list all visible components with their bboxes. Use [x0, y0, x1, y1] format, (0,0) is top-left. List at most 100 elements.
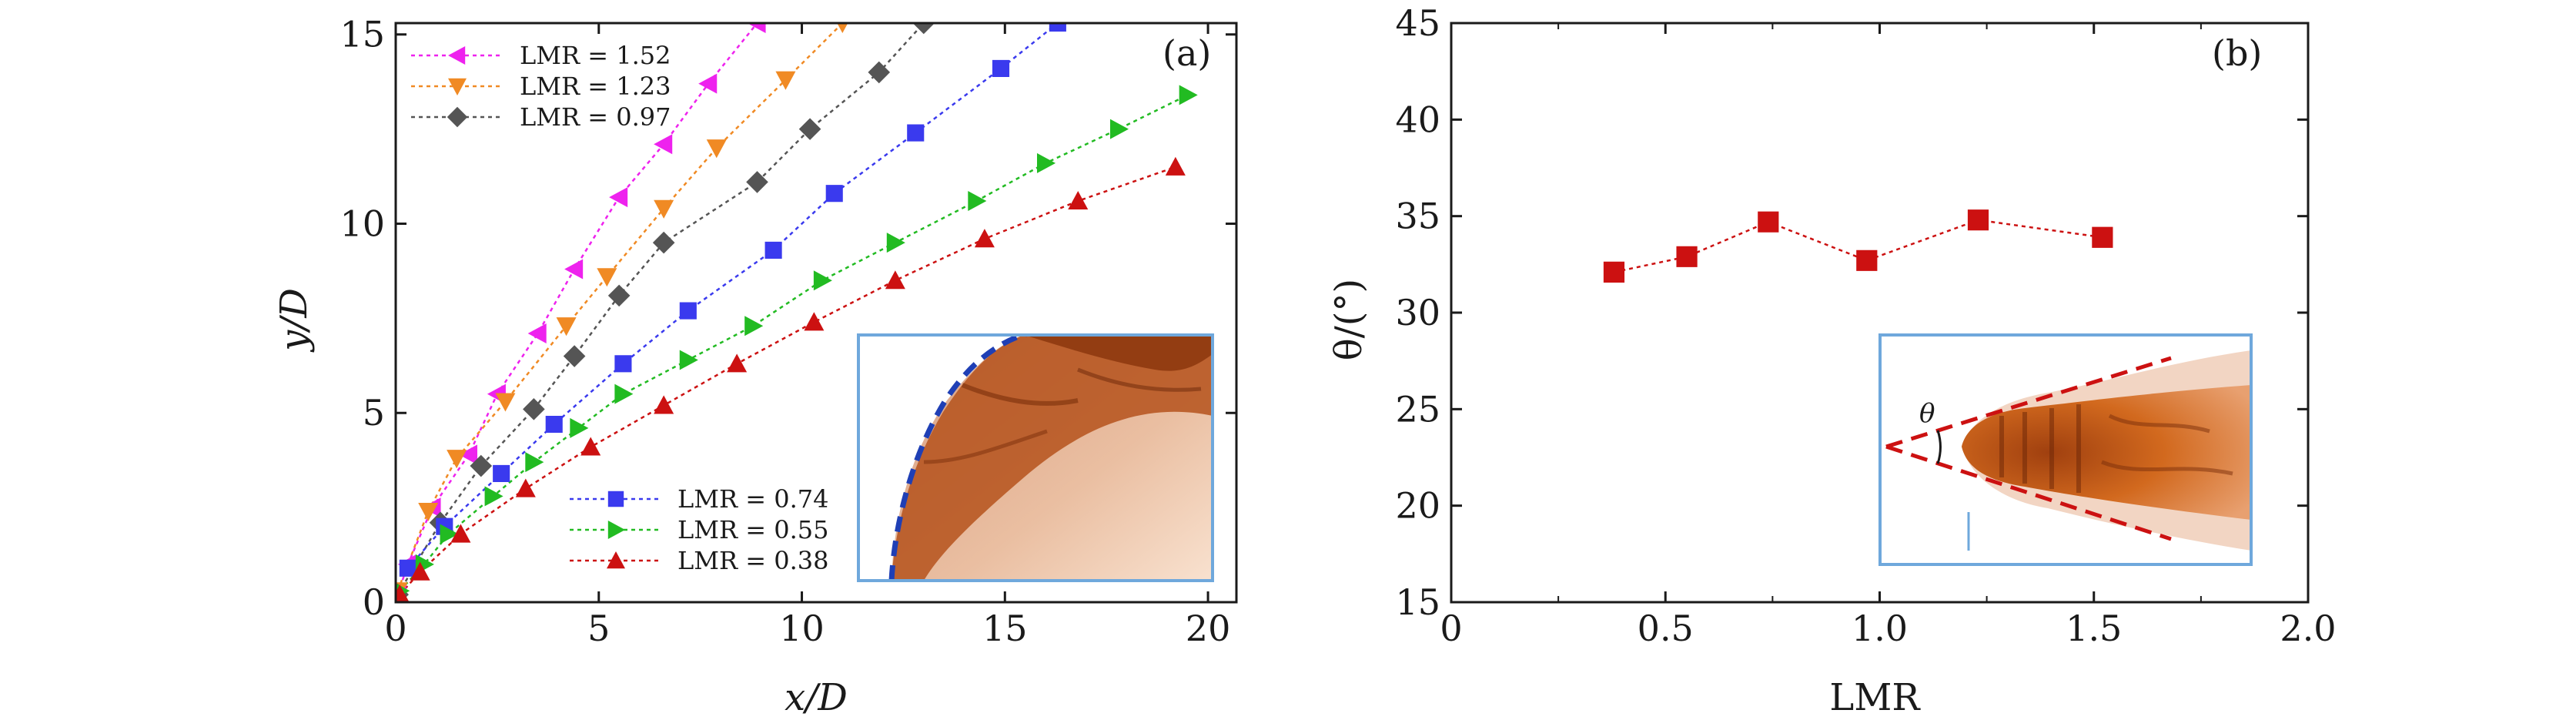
y-tick-label: 45 [1395, 2, 1440, 44]
inset-image-b: θ [1878, 333, 2253, 566]
data-point-lmr-1-23 [495, 393, 516, 412]
data-point-lmr-0-55 [886, 233, 905, 253]
data-point-lmr-1-52 [747, 23, 766, 33]
inset-image-a [857, 333, 1214, 582]
y-tick-label: 25 [1395, 388, 1440, 430]
legend-marker [607, 551, 625, 569]
data-point-lmr-0-55 [440, 524, 459, 544]
y-tick-label: 5 [363, 392, 385, 434]
data-point-lmr-1-23 [654, 199, 674, 219]
y-tick-label: 20 [1395, 485, 1440, 527]
data-point-lmr-0-74 [907, 124, 925, 142]
data-point-lmr-0-55 [1037, 152, 1056, 173]
data-point-lmr-0-74 [614, 355, 632, 373]
data-point-lmr-0-38 [804, 312, 825, 331]
x-axis-label-b: LMR [1829, 676, 1921, 719]
data-point-lmr-1-52 [609, 187, 628, 208]
x-tick-label: 2.0 [2280, 608, 2336, 649]
data-point-lmr-0-97 [798, 118, 821, 140]
data-point-lmr-0-74 [764, 241, 782, 259]
x-tick-label: 0.5 [1638, 608, 1694, 649]
legend-marker [447, 106, 468, 128]
legend-marker [607, 491, 624, 507]
data-point-lmr-0-55 [968, 191, 987, 212]
data-point-lmr-0-38 [410, 561, 430, 581]
data-point-lmr-0-38 [885, 270, 905, 290]
data-point-theta [1967, 209, 1989, 231]
x-tick-label: 1.0 [1852, 608, 1908, 649]
data-point-lmr-0-74 [545, 415, 563, 434]
data-point-lmr-0-55 [813, 270, 832, 291]
legend-label: LMR = 0.55 [677, 515, 829, 544]
data-point-lmr-0-74 [992, 59, 1010, 78]
data-point-lmr-0-38 [580, 437, 601, 456]
y-tick-label: 35 [1395, 196, 1440, 237]
data-point-lmr-0-97 [607, 284, 631, 307]
y-tick-label: 40 [1395, 99, 1440, 140]
x-tick-label: 10 [779, 608, 825, 649]
legend-entry-lmr-0-38: LMR = 0.38 [570, 546, 829, 575]
y-tick-label: 0 [363, 581, 385, 623]
legend-label: LMR = 0.97 [520, 102, 671, 132]
legend-marker [448, 78, 467, 95]
plot-frame-a [394, 22, 1238, 604]
data-point-lmr-0-38 [515, 478, 536, 497]
data-point-lmr-0-97 [652, 231, 675, 254]
data-point-theta [1676, 246, 1698, 267]
data-point-lmr-0-97 [912, 23, 935, 35]
data-point-lmr-1-23 [775, 71, 796, 90]
data-point-lmr-0-38 [450, 524, 471, 543]
data-point-lmr-0-74 [679, 302, 697, 320]
data-point-lmr-1-52 [698, 73, 718, 94]
data-point-lmr-1-52 [527, 323, 547, 344]
legend-entry-lmr-0-74: LMR = 0.74 [570, 484, 829, 514]
series-line-theta [1614, 219, 2103, 273]
data-point-lmr-1-52 [654, 134, 673, 155]
data-point-lmr-0-74 [825, 185, 843, 203]
data-point-theta [1603, 261, 1625, 283]
legend-entry-lmr-0-55: LMR = 0.55 [570, 515, 829, 544]
x-axis-label-a: x/D [785, 676, 848, 719]
y-tick-label: 15 [340, 14, 385, 55]
legend-entry-lmr-0-97: LMR = 0.97 [411, 102, 671, 132]
data-point-lmr-0-97 [470, 454, 493, 477]
y-tick-label: 10 [340, 203, 385, 244]
y-tick-label: 30 [1395, 292, 1440, 333]
data-point-lmr-0-55 [570, 417, 589, 438]
data-point-lmr-1-23 [556, 317, 577, 337]
data-point-lmr-1-23 [706, 139, 727, 159]
data-point-lmr-1-23 [597, 268, 617, 287]
legend-entry-lmr-1-52: LMR = 1.52 [411, 41, 671, 70]
data-point-lmr-0-55 [1109, 119, 1129, 139]
y-axis-label-b: θ/(°) [1327, 279, 1370, 361]
panel-label-b: (b) [2212, 32, 2262, 74]
x-tick-label: 1.5 [2066, 608, 2122, 649]
data-point-lmr-0-55 [525, 452, 544, 473]
data-point-lmr-0-97 [523, 398, 545, 420]
data-point-lmr-1-23 [447, 450, 467, 469]
panel-label-a: (a) [1163, 32, 1211, 74]
data-point-lmr-0-55 [484, 486, 503, 507]
legend-marker [607, 521, 625, 539]
x-tick-label: 0 [384, 608, 406, 649]
data-point-lmr-0-74 [1049, 23, 1066, 32]
x-tick-label: 5 [587, 608, 610, 649]
data-point-lmr-0-97 [563, 345, 586, 367]
legend-entry-lmr-1-23: LMR = 1.23 [411, 72, 671, 101]
x-tick-label: 0 [1440, 608, 1462, 649]
data-point-theta [1856, 249, 1878, 271]
legend-label: LMR = 0.38 [677, 546, 829, 575]
data-point-lmr-1-52 [564, 259, 584, 280]
data-point-lmr-0-38 [396, 584, 410, 602]
data-point-lmr-0-55 [1179, 85, 1198, 105]
data-point-lmr-0-38 [1165, 156, 1186, 176]
theta-angle-label: θ [1919, 398, 1935, 429]
data-point-lmr-1-23 [837, 23, 848, 33]
x-tick-label: 20 [1186, 608, 1231, 649]
data-point-lmr-0-38 [727, 353, 748, 373]
data-point-lmr-0-55 [744, 316, 764, 337]
data-point-lmr-0-55 [679, 350, 698, 370]
y-axis-label-a: y/D [273, 288, 316, 353]
